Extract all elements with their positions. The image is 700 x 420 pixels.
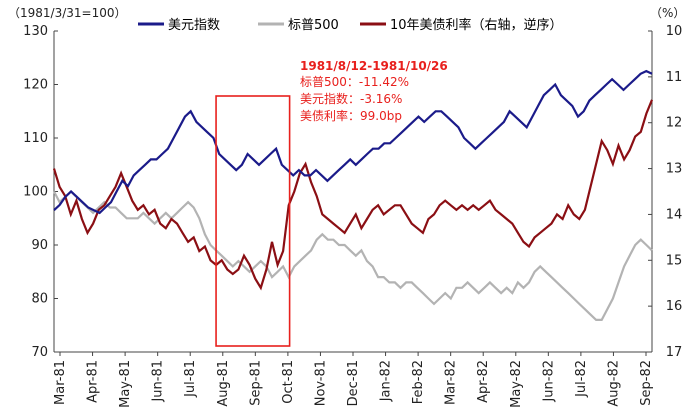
x-tick-label: May-81 xyxy=(118,360,133,408)
legend-spx-label: 标普500 xyxy=(288,18,339,33)
x-tick-label: May-82 xyxy=(509,360,524,408)
right-tick-label: 10 xyxy=(666,24,683,39)
left-tick-label: 70 xyxy=(31,345,48,360)
x-axis-ticks: Mar-81 Apr-81 May-81 Jun-81 Jul-81 Aug-81 Sep-… xyxy=(53,352,654,408)
left-tick-label: 80 xyxy=(31,292,48,307)
left-axis-unit: （1981/3/31=100） xyxy=(8,6,127,20)
annotation-title: 1981/8/12-1981/10/26 xyxy=(300,59,448,73)
x-tick-label: Jan-82 xyxy=(379,360,394,402)
x-tick-label: Jun-82 xyxy=(541,360,556,403)
x-tick-label: Oct-81 xyxy=(281,360,296,404)
series-line-yield xyxy=(52,99,654,291)
left-tick-label: 130 xyxy=(23,24,48,39)
legend: 美元指数 标普500 10年美债利率（右轴，逆序） xyxy=(138,17,563,33)
right-tick-label: 12 xyxy=(666,116,683,131)
left-axis-ticks: 70 80 90 100 110 120 130 xyxy=(23,24,58,360)
x-tick-label: Feb-82 xyxy=(411,360,426,404)
annotation-line-spx: 标普500：-11.42% xyxy=(300,75,409,89)
left-tick-label: 120 xyxy=(23,78,48,93)
highlight-box xyxy=(215,95,291,347)
x-tick-label: Nov-81 xyxy=(313,360,328,406)
legend-usd-label: 美元指数 xyxy=(168,18,220,33)
annotation-line-yield: 美债利率：99.0bp xyxy=(300,108,402,123)
x-tick-label: Jun-81 xyxy=(151,360,166,403)
x-tick-label: Dec-81 xyxy=(346,360,361,406)
left-tick-label: 100 xyxy=(23,185,48,200)
x-tick-label: Aug-82 xyxy=(606,360,621,407)
x-tick-label: Mar-82 xyxy=(444,360,459,405)
x-tick-label: Sep-82 xyxy=(639,360,654,406)
x-tick-label: Jul-81 xyxy=(183,360,198,398)
legend-yield-label: 10年美债利率（右轴，逆序） xyxy=(390,17,563,33)
right-tick-label: 11 xyxy=(666,70,683,85)
right-tick-label: 16 xyxy=(666,299,683,314)
x-tick-label: Apr-82 xyxy=(476,360,491,403)
left-tick-label: 90 xyxy=(31,238,48,253)
x-tick-label: Jul-82 xyxy=(574,360,589,398)
right-tick-label: 14 xyxy=(666,207,683,222)
right-tick-label: 15 xyxy=(666,253,683,268)
x-tick-label: Aug-81 xyxy=(216,360,231,407)
x-tick-label: Apr-81 xyxy=(86,360,101,403)
series-line-spx xyxy=(53,189,653,321)
right-axis-ticks: 10 11 12 13 14 15 16 17 xyxy=(648,24,682,360)
x-tick-label: Mar-81 xyxy=(53,360,68,405)
x-tick-label: Sep-81 xyxy=(248,360,263,406)
right-axis-unit: （%） xyxy=(650,6,685,20)
right-tick-label: 13 xyxy=(666,162,683,177)
annotation: 1981/8/12-1981/10/26 标普500：-11.42% 美元指数：… xyxy=(300,59,448,123)
right-tick-label: 17 xyxy=(666,345,683,360)
annotation-line-usd: 美元指数：-3.16% xyxy=(300,91,402,106)
left-tick-label: 110 xyxy=(23,131,48,146)
series-line-usd xyxy=(53,69,653,215)
